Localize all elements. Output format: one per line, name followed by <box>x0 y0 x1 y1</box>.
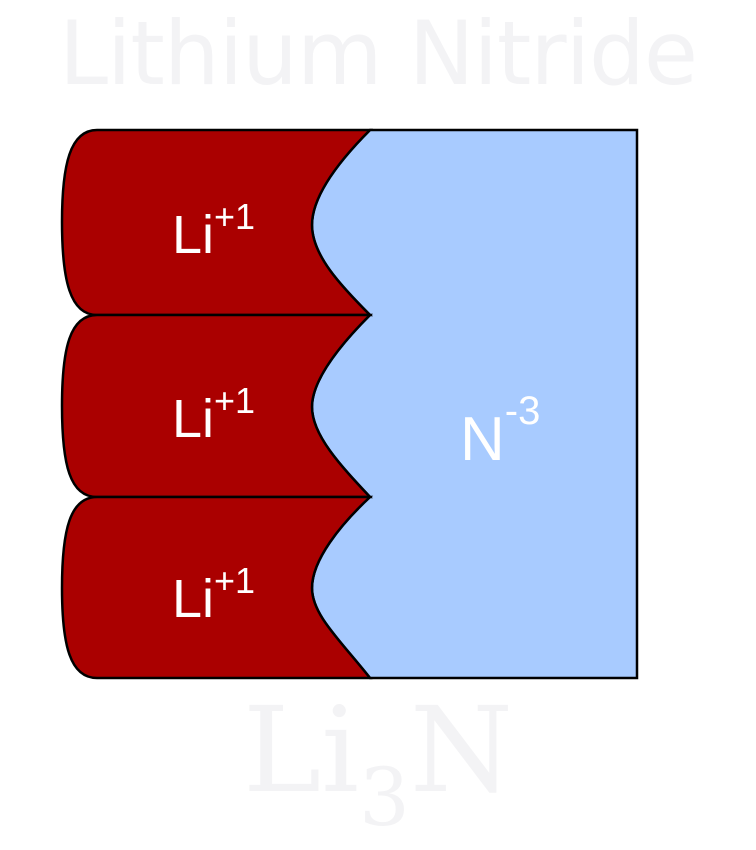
lithium-ion-label-2: Li+1 <box>172 380 255 449</box>
diagram-title: Lithium Nitride <box>58 2 698 105</box>
formula-main: Li <box>242 681 359 819</box>
formula-subscript: 3 <box>358 751 410 844</box>
nitride-charge: -3 <box>505 389 541 433</box>
lithium-ion-label-3: Li+1 <box>172 560 255 629</box>
formula-tail: N <box>409 681 514 819</box>
lithium-charge-1: +1 <box>214 196 255 237</box>
nitride-symbol: N <box>460 405 505 474</box>
lithium-symbol-1: Li <box>172 205 214 265</box>
chemical-formula: Li3N <box>0 680 756 844</box>
lithium-symbol-2: Li <box>172 389 214 449</box>
lithium-charge-2: +1 <box>214 380 255 421</box>
lithium-ion-block-3 <box>60 495 374 680</box>
nitride-ion-label: N-3 <box>460 389 540 474</box>
nitride-ion-block <box>310 128 639 680</box>
lithium-ion-label-1: Li+1 <box>172 196 255 265</box>
lithium-symbol-3: Li <box>172 569 214 629</box>
lithium-charge-3: +1 <box>214 560 255 601</box>
